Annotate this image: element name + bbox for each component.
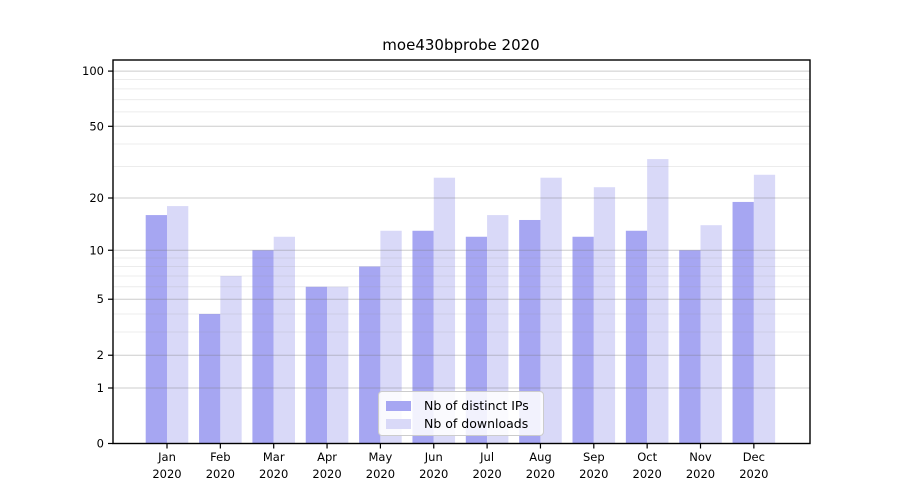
bar-distinct-ips-dec: [732, 201, 754, 444]
x-tick-label: Feb 2020: [206, 450, 235, 481]
x-tick-label: Nov 2020: [686, 450, 715, 481]
legend-item: Nb of distinct IPs: [379, 397, 543, 415]
bar-distinct-ips-may: [359, 266, 381, 444]
bar-downloads-may: [380, 230, 402, 444]
bar-distinct-ips-sep: [572, 236, 594, 444]
y-tick-label: 100: [82, 64, 104, 78]
chart-title: moe430bprobe 2020: [382, 36, 540, 54]
x-tick-label: Sep 2020: [579, 450, 608, 481]
bar-downloads-nov: [700, 225, 722, 444]
x-tick-label: Mar 2020: [259, 450, 288, 481]
bar-distinct-ips-jun: [412, 230, 434, 444]
bar-distinct-ips-nov: [679, 250, 701, 444]
axes-spines: [112, 59, 811, 445]
x-tick-label: Jan 2020: [152, 450, 181, 481]
bar-distinct-ips-apr: [305, 286, 328, 444]
y-tick-label: 5: [97, 292, 104, 306]
bar-distinct-ips-feb: [199, 313, 221, 444]
y-tick-label: 1: [97, 381, 104, 395]
legend: Nb of distinct IPs Nb of downloads: [378, 391, 544, 436]
legend-swatch-distinct-ips: [386, 401, 411, 411]
bar-downloads-apr: [327, 286, 349, 444]
bar-distinct-ips-oct: [625, 230, 648, 444]
y-tick-label: 50: [89, 119, 104, 133]
x-tick-label: Aug 2020: [526, 450, 555, 481]
bar-downloads-aug: [540, 177, 562, 444]
bar-downloads-oct: [647, 159, 669, 444]
y-tick-label: 20: [89, 191, 104, 205]
legend-label-distinct-ips: Nb of distinct IPs: [424, 398, 529, 413]
bar-distinct-ips-jan: [145, 215, 167, 444]
x-tick-label: Jul 2020: [472, 450, 501, 481]
bar-downloads-sep: [593, 187, 616, 444]
bar-downloads-feb: [220, 275, 242, 444]
legend-item: Nb of downloads: [379, 415, 543, 433]
bar-downloads-mar: [273, 236, 295, 444]
y-tick-label: 2: [97, 348, 104, 362]
x-tick-label: Dec 2020: [739, 450, 768, 481]
legend-swatch-downloads: [386, 419, 411, 429]
x-tick-label: Jun 2020: [419, 450, 448, 481]
y-tick-label: 10: [89, 243, 104, 257]
x-tick-label: May 2020: [366, 450, 395, 481]
legend-label-downloads: Nb of downloads: [424, 416, 529, 431]
bar-downloads-jun: [433, 177, 456, 444]
x-tick-label: Apr 2020: [312, 450, 341, 481]
bar-distinct-ips-aug: [519, 219, 541, 444]
bar-downloads-jul: [487, 215, 509, 444]
bar-downloads-dec: [753, 174, 776, 444]
x-tick-label: Oct 2020: [633, 450, 662, 481]
bar-downloads-jan: [167, 206, 189, 444]
bar-distinct-ips-mar: [252, 250, 274, 444]
y-tick-label: 0: [97, 437, 104, 451]
